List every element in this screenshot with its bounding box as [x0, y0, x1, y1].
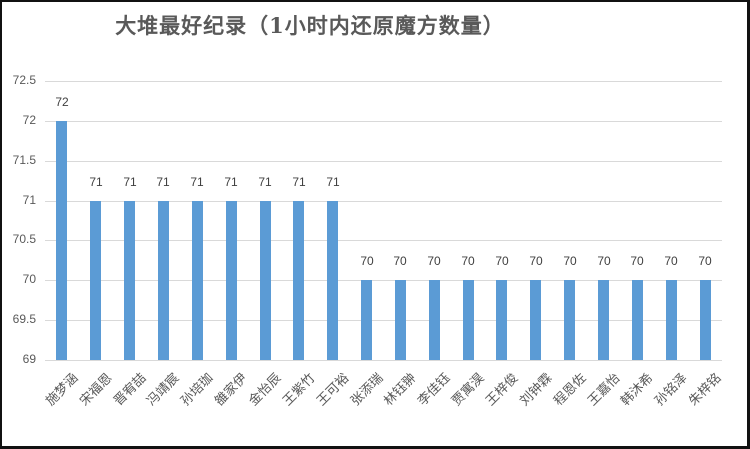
bar — [124, 201, 135, 360]
x-axis-category-label: 林钰翀 — [381, 370, 420, 410]
bar — [293, 201, 304, 360]
y-axis-tick-label: 72.5 — [12, 73, 36, 87]
x-axis-category-label: 王梓俊 — [483, 370, 522, 410]
bar — [361, 280, 372, 360]
gridline — [45, 121, 722, 122]
bar-value-label: 71 — [292, 175, 306, 189]
x-axis-category-label: 刘钟霖 — [517, 370, 556, 410]
y-axis-tick-label: 70.5 — [12, 232, 36, 246]
bar — [395, 280, 406, 360]
bar-value-label: 72 — [55, 95, 69, 109]
bar — [90, 201, 101, 360]
chart-title: 大堆最好纪录（1小时内还原魔方数量） — [115, 13, 505, 38]
bar-value-label: 70 — [664, 254, 678, 268]
bar-value-label: 71 — [123, 175, 137, 189]
bar-value-label: 70 — [461, 254, 475, 268]
bar — [496, 280, 507, 360]
gridline — [45, 240, 722, 241]
bar-value-label: 71 — [190, 175, 204, 189]
bar — [700, 280, 711, 360]
gridline — [45, 360, 722, 361]
y-axis-tick-label: 69 — [22, 352, 36, 366]
bar-value-label: 70 — [597, 254, 611, 268]
x-axis-category-label: 冯靖宸 — [144, 370, 183, 410]
x-axis-category-label: 王紫竹 — [280, 370, 319, 410]
gridline — [45, 280, 722, 281]
bar-value-label: 70 — [427, 254, 441, 268]
x-axis-category-label: 孙铭泽 — [652, 370, 691, 410]
bar-value-label: 71 — [89, 175, 103, 189]
y-axis-tick-label: 71.5 — [12, 153, 36, 167]
x-axis-category-label: 金怡辰 — [246, 370, 285, 410]
gridline — [45, 161, 722, 162]
bar-value-label: 70 — [529, 254, 543, 268]
bar-value-label: 70 — [360, 254, 374, 268]
x-axis-category-label: 宋福恩 — [77, 370, 116, 410]
x-axis-category-label: 李佳钰 — [415, 370, 454, 410]
x-axis-category-label: 朱梓铭 — [686, 370, 725, 410]
gridline — [45, 81, 722, 82]
bar — [530, 280, 541, 360]
x-axis-category-label: 雒家伊 — [212, 370, 251, 410]
y-axis-tick-label: 69.5 — [12, 312, 36, 326]
y-axis-tick-label: 72 — [22, 113, 36, 127]
bar — [598, 280, 609, 360]
bar — [666, 280, 677, 360]
bar — [158, 201, 169, 360]
x-axis-category-label: 程恩佐 — [551, 370, 590, 410]
x-axis-category-label: 张添瑞 — [348, 370, 387, 410]
bar-value-label: 70 — [495, 254, 509, 268]
bar — [327, 201, 338, 360]
bar — [564, 280, 575, 360]
x-axis-category-label: 韩沐希 — [618, 370, 657, 410]
x-axis-category-label: 王嘉怡 — [585, 370, 624, 410]
x-axis-category-label: 王可裕 — [314, 370, 353, 410]
bar — [226, 201, 237, 360]
x-axis-category-label: 孙培珈 — [178, 370, 217, 410]
gridline — [45, 201, 722, 202]
bar-value-label: 71 — [326, 175, 340, 189]
bar — [429, 280, 440, 360]
bar-value-label: 70 — [563, 254, 577, 268]
bar-value-label: 70 — [698, 254, 712, 268]
bar — [192, 201, 203, 360]
bar — [463, 280, 474, 360]
gridline — [45, 320, 722, 321]
y-axis-tick-label: 71 — [22, 193, 36, 207]
x-axis-category-label: 施梦涵 — [43, 370, 82, 410]
bar — [632, 280, 643, 360]
x-axis-category-label: 贾寓淏 — [449, 370, 488, 410]
y-axis-tick-label: 70 — [22, 272, 36, 286]
bar — [56, 121, 67, 360]
bar-value-label: 70 — [630, 254, 644, 268]
bar-value-label: 70 — [393, 254, 407, 268]
bar-value-label: 71 — [224, 175, 238, 189]
bar-value-label: 71 — [156, 175, 170, 189]
bar — [260, 201, 271, 360]
x-axis-category-label: 晋宥喆 — [111, 370, 150, 410]
bar-value-label: 71 — [258, 175, 272, 189]
